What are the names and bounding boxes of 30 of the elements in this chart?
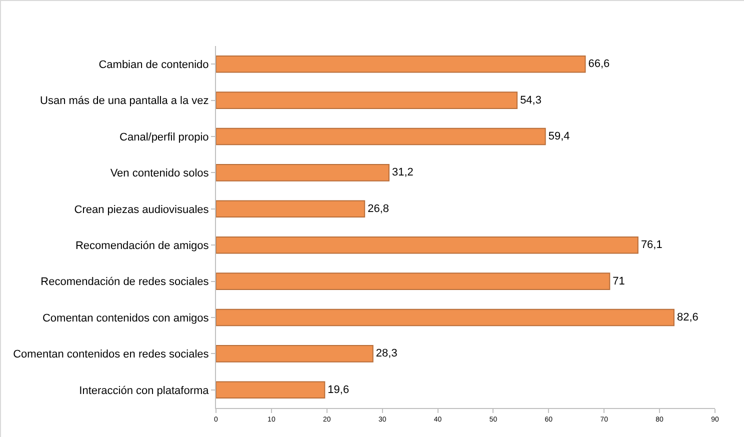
y-tick-label: Ven contenido solos [110,168,210,180]
y-tick-label: Canal/perfil propio [120,131,209,144]
bar [216,345,374,362]
y-tick-label: Recomendación de redes sociales [40,276,210,288]
bar [216,308,674,326]
bar [216,55,586,73]
y-tick-label: Interacción con plataforma [79,384,210,397]
data-label: 28,3 [376,348,398,360]
data-label: 31,2 [392,166,414,179]
data-label: 26,8 [368,202,390,215]
data-label: 82,6 [676,312,698,324]
y-tick-label: Recomendación de amigos [75,240,210,252]
y-tick-label: Comentan contenidos con amigos [42,312,210,324]
bar [216,200,366,218]
bar [216,164,390,182]
bar [216,236,638,254]
data-label: 76,1 [640,239,662,252]
y-tick-label: Comentan contenidos en redes sociales [13,348,210,361]
bar [216,92,518,109]
bar [216,128,546,146]
bar [216,381,326,399]
data-label: 66,6 [588,58,610,70]
data-label: 19,6 [328,384,350,396]
y-tick-label: Usan más de una pantalla a la vez [40,95,209,108]
bar [216,272,610,290]
y-tick-label: Cambian de contenido [98,58,209,71]
y-tick-label: Crean piezas audiovisuales [74,204,210,216]
data-label: 71 [612,275,625,288]
data-label: 59,4 [548,130,570,142]
data-label: 54,3 [520,94,542,106]
